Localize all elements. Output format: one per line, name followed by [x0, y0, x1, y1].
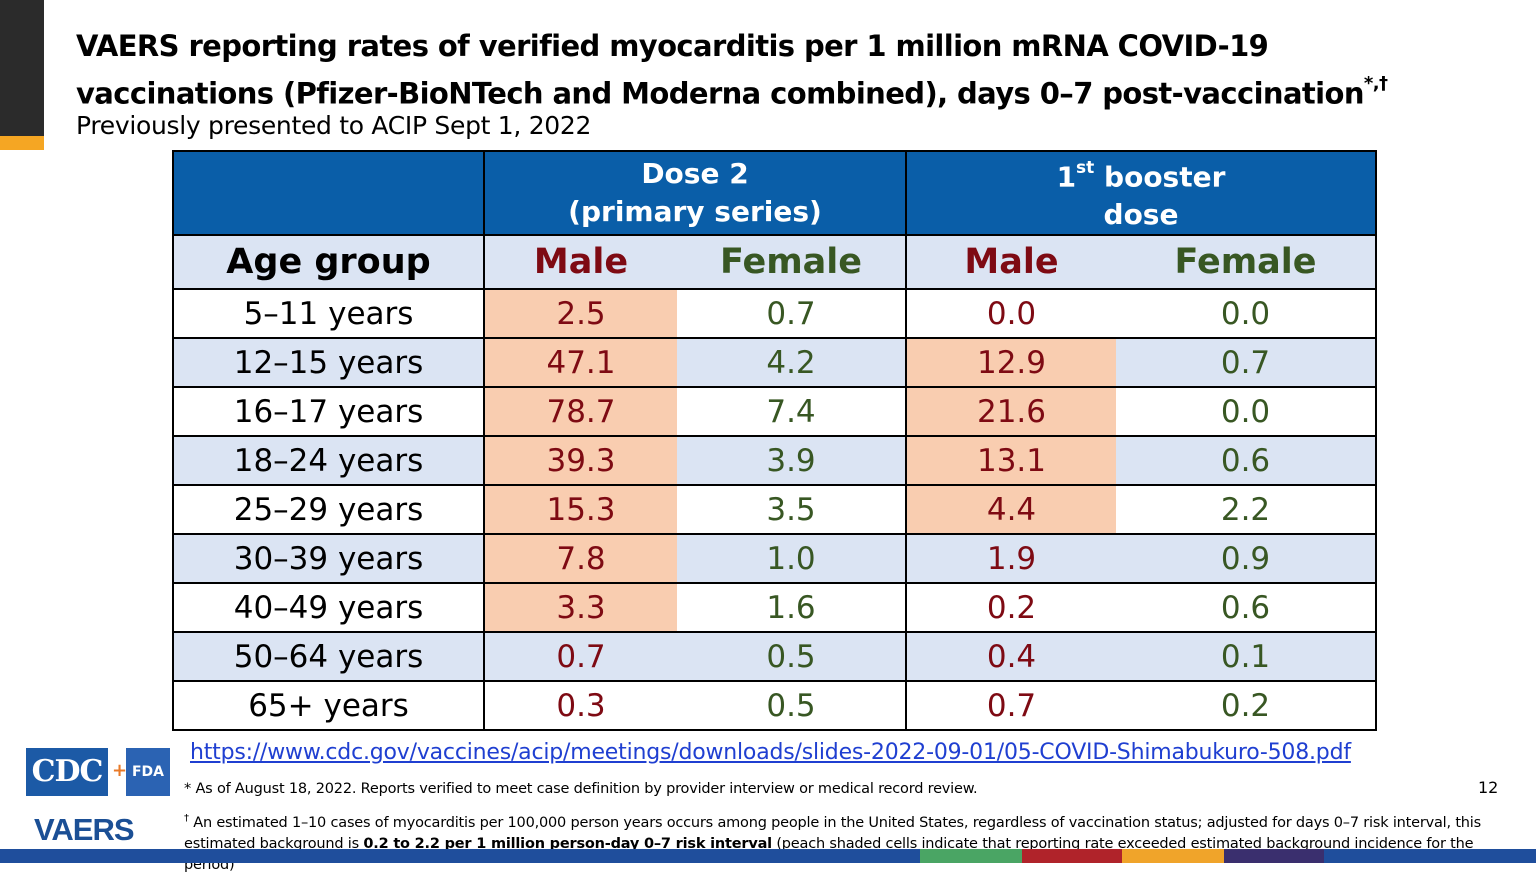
header-dose2-line2: (primary series): [568, 195, 822, 229]
booster-male-cell: 0.7: [905, 680, 1116, 732]
dose2-female-cell: 3.9: [677, 435, 907, 487]
header-age-group: Age group: [172, 234, 485, 291]
dose2-female-cell: 3.5: [677, 484, 907, 536]
dose2-male-cell: 39.3: [483, 435, 677, 487]
bottom-bar-green: [920, 849, 1022, 863]
age-cell: 25–29 years: [172, 484, 485, 536]
age-cell: 5–11 years: [172, 288, 485, 340]
vaers-logo: VAERS: [34, 812, 135, 847]
header-booster-line2: dose: [1103, 198, 1179, 232]
title-footnote-marks: *,†: [1363, 73, 1388, 94]
title-line-2: vaccinations (Pfizer-BioNTech and Modern…: [76, 76, 1365, 111]
age-cell: 50–64 years: [172, 631, 485, 683]
dose2-male-cell: 0.7: [483, 631, 677, 683]
dose2-male-cell: 0.3: [483, 680, 677, 732]
slide-subtitle: Previously presented to ACIP Sept 1, 202…: [76, 111, 592, 140]
booster-female-cell: 0.1: [1116, 631, 1377, 683]
age-cell: 40–49 years: [172, 582, 485, 634]
header-booster-ordinal: st: [1076, 158, 1095, 178]
dose2-female-cell: 0.7: [677, 288, 907, 340]
table-row: 16–17 years 78.7 7.4 21.6 0.0: [172, 386, 1377, 438]
header-booster: 1st booster dose: [905, 149, 1377, 237]
header-blank-cell: [172, 149, 485, 237]
dose2-male-cell: 3.3: [483, 582, 677, 634]
header-booster-male: Male: [905, 234, 1116, 291]
table-row: 40–49 years 3.3 1.6 0.2 0.6: [172, 582, 1377, 634]
booster-female-cell: 0.9: [1116, 533, 1377, 585]
logo-plus-sign: +: [112, 760, 128, 781]
header-booster-female: Female: [1116, 234, 1377, 291]
header-booster-line1: booster: [1094, 160, 1226, 194]
table-row: 18–24 years 39.3 3.9 13.1 0.6: [172, 435, 1377, 487]
source-link[interactable]: https://www.cdc.gov/vaccines/acip/meetin…: [190, 740, 1351, 765]
booster-male-cell: 4.4: [905, 484, 1116, 536]
bottom-bar-blue: [0, 849, 920, 863]
cdc-logo: CDC: [26, 748, 108, 796]
booster-male-cell: 0.2: [905, 582, 1116, 634]
table-row: 12–15 years 47.1 4.2 12.9 0.7: [172, 337, 1377, 389]
bottom-bar-gold: [1122, 849, 1224, 863]
page-number: 12: [1478, 778, 1499, 797]
footnote-dagger-text-1: An estimated 1–10 cases of myocarditis p…: [184, 814, 1481, 852]
table-row: 30–39 years 7.8 1.0 1.9 0.9: [172, 533, 1377, 585]
booster-female-cell: 0.2: [1116, 680, 1377, 732]
booster-female-cell: 2.2: [1116, 484, 1377, 536]
table-row: 5–11 years 2.5 0.7 0.0 0.0: [172, 288, 1377, 340]
footnote-asterisk: * As of August 18, 2022. Reports verifie…: [184, 781, 978, 797]
booster-female-cell: 0.6: [1116, 582, 1377, 634]
age-cell: 12–15 years: [172, 337, 485, 389]
booster-female-cell: 0.7: [1116, 337, 1377, 389]
table-row: 25–29 years 15.3 3.5 4.4 2.2: [172, 484, 1377, 536]
age-cell: 16–17 years: [172, 386, 485, 438]
booster-male-cell: 13.1: [905, 435, 1116, 487]
bottom-bar-purple: [1224, 849, 1324, 863]
table-row: 65+ years 0.3 0.5 0.7 0.2: [172, 680, 1377, 732]
header-dose2-line1: Dose 2: [641, 157, 749, 191]
footnote-dagger-bold: 0.2 to 2.2 per 1 million person-day 0–7 …: [363, 835, 772, 852]
myocarditis-rate-table: Dose 2 (primary series) 1st booster dose…: [172, 149, 1377, 732]
table-row: 50–64 years 0.7 0.5 0.4 0.1: [172, 631, 1377, 683]
dose2-male-cell: 78.7: [483, 386, 677, 438]
title-line-1: VAERS reporting rates of verified myocar…: [76, 29, 1269, 63]
header-dose2-male: Male: [483, 234, 677, 291]
dose2-male-cell: 47.1: [483, 337, 677, 389]
age-cell: 18–24 years: [172, 435, 485, 487]
header-booster-number: 1: [1056, 160, 1077, 194]
dose2-male-cell: 15.3: [483, 484, 677, 536]
booster-male-cell: 1.9: [905, 533, 1116, 585]
bottom-bar-red: [1022, 849, 1122, 863]
header-dose2: Dose 2 (primary series): [483, 149, 907, 237]
booster-male-cell: 21.6: [905, 386, 1116, 438]
booster-male-cell: 0.0: [905, 288, 1116, 340]
booster-female-cell: 0.6: [1116, 435, 1377, 487]
age-cell: 30–39 years: [172, 533, 485, 585]
footnote-dagger: † An estimated 1–10 cases of myocarditis…: [184, 808, 1524, 876]
footnote-dagger-mark: †: [184, 813, 189, 824]
dose2-female-cell: 4.2: [677, 337, 907, 389]
accent-bar-gold: [0, 136, 44, 150]
booster-female-cell: 0.0: [1116, 386, 1377, 438]
dose2-female-cell: 7.4: [677, 386, 907, 438]
booster-female-cell: 0.0: [1116, 288, 1377, 340]
dose2-male-cell: 7.8: [483, 533, 677, 585]
dose2-female-cell: 0.5: [677, 680, 907, 732]
bottom-bar-blue-end: [1324, 849, 1536, 863]
dose2-female-cell: 0.5: [677, 631, 907, 683]
booster-male-cell: 12.9: [905, 337, 1116, 389]
dose2-male-cell: 2.5: [483, 288, 677, 340]
accent-bar-dark: [0, 0, 44, 136]
dose2-female-cell: 1.6: [677, 582, 907, 634]
age-cell: 65+ years: [172, 680, 485, 732]
bottom-color-bar: [0, 849, 1536, 863]
booster-male-cell: 0.4: [905, 631, 1116, 683]
fda-logo: FDA: [126, 748, 170, 796]
slide-title: VAERS reporting rates of verified myocar…: [76, 26, 1516, 115]
header-dose2-female: Female: [677, 234, 907, 291]
dose2-female-cell: 1.0: [677, 533, 907, 585]
